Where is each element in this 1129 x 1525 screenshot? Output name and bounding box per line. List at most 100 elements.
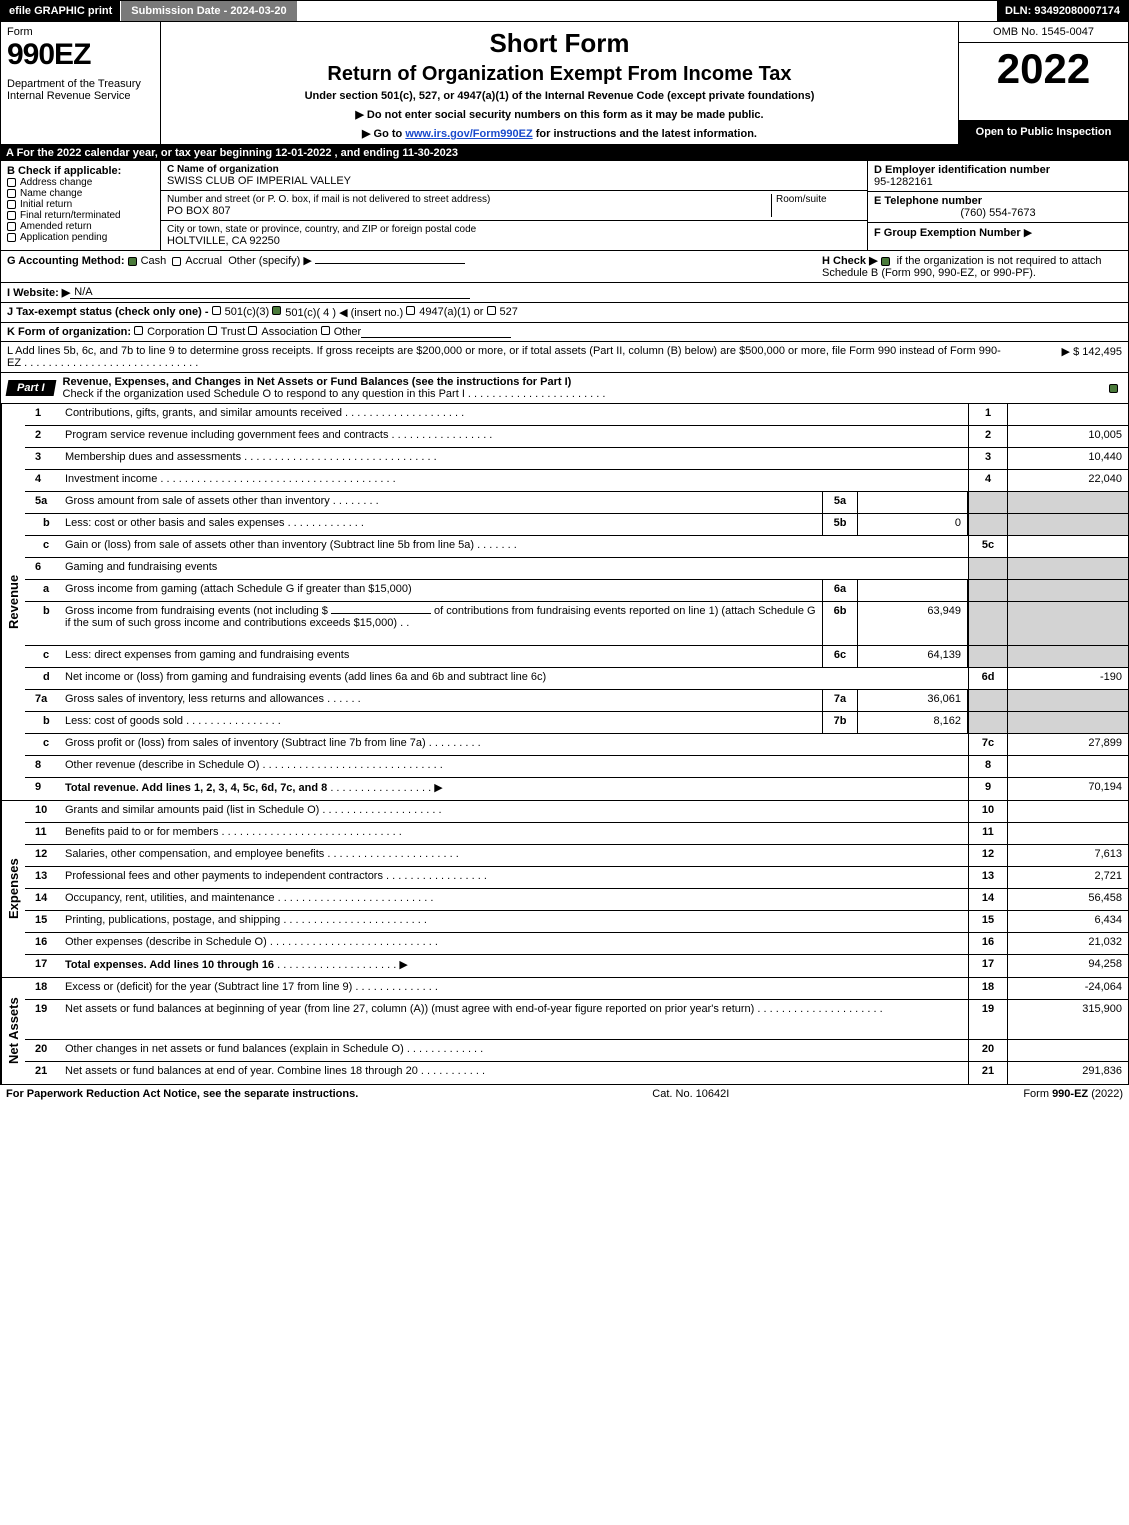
rd-5a: Gross amount from sale of assets other t… xyxy=(65,495,330,507)
rc-21: 21 xyxy=(968,1062,1008,1084)
chk-name[interactable] xyxy=(7,189,16,198)
rv-9: 70,194 xyxy=(1008,778,1128,800)
box-j: J Tax-exempt status (check only one) - 5… xyxy=(0,303,1129,323)
j-label: J Tax-exempt status (check only one) - xyxy=(7,306,209,319)
chk-address[interactable] xyxy=(7,178,16,187)
opt-cash: Cash xyxy=(141,255,167,267)
rn-15: 15 xyxy=(25,911,61,932)
submission-date: Submission Date - 2024-03-20 xyxy=(120,1,297,21)
i-label: I Website: ▶ xyxy=(7,286,70,299)
tax-year: 2022 xyxy=(959,43,1128,120)
org-name: SWISS CLUB OF IMPERIAL VALLEY xyxy=(167,175,861,187)
rc-2: 2 xyxy=(968,426,1008,447)
chk-pending[interactable] xyxy=(7,233,16,242)
rv-6d: -190 xyxy=(1008,668,1128,689)
rv-15: 6,434 xyxy=(1008,911,1128,932)
rc-3: 3 xyxy=(968,448,1008,469)
rd-6: Gaming and fundraising events xyxy=(61,558,968,579)
form-word: Form xyxy=(7,26,154,38)
rc-15: 15 xyxy=(968,911,1008,932)
dept-treasury: Department of the Treasury xyxy=(7,78,141,90)
rn-16: 16 xyxy=(25,933,61,954)
rv-14: 56,458 xyxy=(1008,889,1128,910)
chk-cash[interactable] xyxy=(128,257,137,266)
footer-right: Form 990-EZ (2022) xyxy=(1023,1088,1123,1100)
chk-part1[interactable] xyxy=(1109,384,1118,393)
room-label: Room/suite xyxy=(776,194,861,205)
chk-other-org[interactable] xyxy=(321,326,330,335)
expenses-section: Expenses 10Grants and similar amounts pa… xyxy=(1,801,1128,978)
h-label: H Check ▶ xyxy=(822,255,878,267)
rc-6 xyxy=(968,558,1008,579)
rd-10: Grants and similar amounts paid (list in… xyxy=(65,804,319,816)
rd-12: Salaries, other compensation, and employ… xyxy=(65,848,324,860)
rc-5b xyxy=(968,514,1008,535)
rc-12: 12 xyxy=(968,845,1008,866)
rv-7c: 27,899 xyxy=(1008,734,1128,755)
chk-assoc[interactable] xyxy=(248,326,257,335)
chk-final[interactable] xyxy=(7,211,16,220)
rn-18: 18 xyxy=(25,978,61,999)
rc-20: 20 xyxy=(968,1040,1008,1061)
rn-20: 20 xyxy=(25,1040,61,1061)
rmv-5a xyxy=(858,492,968,513)
topbar-spacer xyxy=(298,1,997,21)
rv-16: 21,032 xyxy=(1008,933,1128,954)
rn-10: 10 xyxy=(25,801,61,822)
chk-accrual[interactable] xyxy=(172,257,181,266)
opt-initial: Initial return xyxy=(20,199,72,210)
rd-8: Other revenue (describe in Schedule O) xyxy=(65,759,259,771)
k-label: K Form of organization: xyxy=(7,326,131,338)
rd-18: Excess or (deficit) for the year (Subtra… xyxy=(65,981,352,993)
open-to-public: Open to Public Inspection xyxy=(959,120,1128,144)
rd-13: Professional fees and other payments to … xyxy=(65,870,383,882)
rn-5a: 5a xyxy=(25,492,61,513)
e-label: E Telephone number xyxy=(874,195,1122,207)
header-left: Form 990EZ Department of the Treasury In… xyxy=(1,22,161,144)
section-a: A For the 2022 calendar year, or tax yea… xyxy=(0,145,1129,161)
part1-title: Revenue, Expenses, and Changes in Net As… xyxy=(63,376,572,388)
chk-527[interactable] xyxy=(487,306,496,315)
rd-5b: Less: cost or other basis and sales expe… xyxy=(65,517,285,529)
chk-501c[interactable] xyxy=(272,306,281,315)
box-b-label: B Check if applicable: xyxy=(7,165,154,177)
rd-20: Other changes in net assets or fund bala… xyxy=(65,1043,404,1055)
rd-4: Investment income xyxy=(65,473,157,485)
rv-6b xyxy=(1008,602,1128,645)
rv-6c xyxy=(1008,646,1128,667)
revenue-section: Revenue 1Contributions, gifts, grants, a… xyxy=(1,404,1128,801)
chk-501c3[interactable] xyxy=(212,306,221,315)
rn-12: 12 xyxy=(25,845,61,866)
rd-9: Total revenue. Add lines 1, 2, 3, 4, 5c,… xyxy=(65,782,327,794)
rd-3: Membership dues and assessments xyxy=(65,451,241,463)
website-value: N/A xyxy=(74,286,92,298)
rv-12: 7,613 xyxy=(1008,845,1128,866)
box-k: K Form of organization: Corporation Trus… xyxy=(0,323,1129,342)
rc-6b xyxy=(968,602,1008,645)
rn-9: 9 xyxy=(25,778,61,800)
header-center: Short Form Return of Organization Exempt… xyxy=(161,22,958,144)
chk-4947[interactable] xyxy=(406,306,415,315)
rc-16: 16 xyxy=(968,933,1008,954)
rn-2: 2 xyxy=(25,426,61,447)
rv-18: -24,064 xyxy=(1008,978,1128,999)
rd-5c: Gain or (loss) from sale of assets other… xyxy=(65,539,474,551)
chk-h[interactable] xyxy=(881,257,890,266)
other-org-line xyxy=(361,326,511,338)
opt-name: Name change xyxy=(20,188,82,199)
rmv-7a: 36,061 xyxy=(858,690,968,711)
rd-14: Occupancy, rent, utilities, and maintena… xyxy=(65,892,275,904)
chk-initial[interactable] xyxy=(7,200,16,209)
city-value: HOLTVILLE, CA 92250 xyxy=(167,235,861,247)
chk-corp[interactable] xyxy=(134,326,143,335)
rv-5a xyxy=(1008,492,1128,513)
chk-trust[interactable] xyxy=(208,326,217,335)
main-title: Return of Organization Exempt From Incom… xyxy=(169,63,950,86)
rc-5c: 5c xyxy=(968,536,1008,557)
rmv-6b: 63,949 xyxy=(858,602,968,645)
rc-7c: 7c xyxy=(968,734,1008,755)
chk-amended[interactable] xyxy=(7,222,16,231)
rd-11: Benefits paid to or for members xyxy=(65,826,218,838)
rv-3: 10,440 xyxy=(1008,448,1128,469)
irs-link[interactable]: www.irs.gov/Form990EZ xyxy=(405,128,532,140)
